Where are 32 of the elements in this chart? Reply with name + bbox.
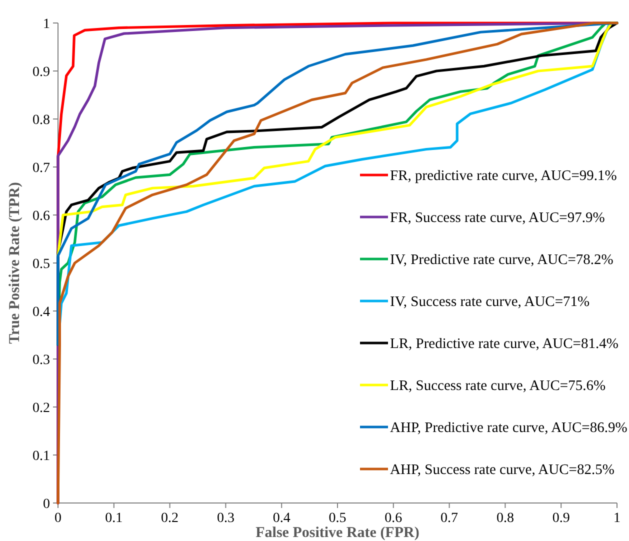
x-tick-label: 0 <box>54 511 62 526</box>
x-tick-label: 0.6 <box>384 511 402 526</box>
x-tick-label: 0.5 <box>328 511 346 526</box>
legend-label: IV, Success rate curve, AUC=71% <box>390 294 590 310</box>
x-tick-label: 0.7 <box>440 511 458 526</box>
y-tick-label: 0.2 <box>32 400 50 416</box>
y-tick-label: 0 <box>43 496 50 512</box>
legend-label: FR, predictive rate curve, AUC=99.1% <box>390 168 617 184</box>
y-tick-label: 0.9 <box>32 64 50 80</box>
legend-label: LR, Predictive rate curve, AUC=81.4% <box>390 336 618 352</box>
legend-label: FR, Success rate curve, AUC=97.9% <box>390 210 605 226</box>
y-tick-label: 0.5 <box>32 256 50 272</box>
y-tick-label: 1 <box>43 16 50 32</box>
x-tick-label: 0.2 <box>161 511 179 526</box>
x-tick-label: 0.8 <box>496 511 514 526</box>
x-tick-label: 0.1 <box>105 511 123 526</box>
y-tick-label: 0.6 <box>32 208 50 224</box>
legend-label: AHP, Predictive rate curve, AUC=86.9% <box>390 420 628 436</box>
y-tick-label: 0.8 <box>32 112 50 128</box>
legend-label: IV, Predictive rate curve, AUC=78.2% <box>390 252 614 268</box>
y-axis-title: True Positive Rate (TPR) <box>7 182 23 344</box>
x-tick-label: 0.3 <box>216 511 234 526</box>
y-tick-label: 0.3 <box>32 352 50 368</box>
x-tick-label: 0.4 <box>272 511 290 526</box>
y-tick-label: 0.4 <box>32 304 50 320</box>
y-tick-label: 0.7 <box>32 160 50 176</box>
x-tick-label: 0.9 <box>552 511 570 526</box>
x-axis-title: False Positive Rate (FPR) <box>256 525 420 541</box>
x-tick-label: 1 <box>614 511 620 526</box>
legend-label: LR, Success rate curve, AUC=75.6% <box>390 378 606 394</box>
legend-label: AHP, Success rate curve, AUC=82.5% <box>390 462 614 478</box>
y-tick-label: 0.1 <box>32 448 50 464</box>
